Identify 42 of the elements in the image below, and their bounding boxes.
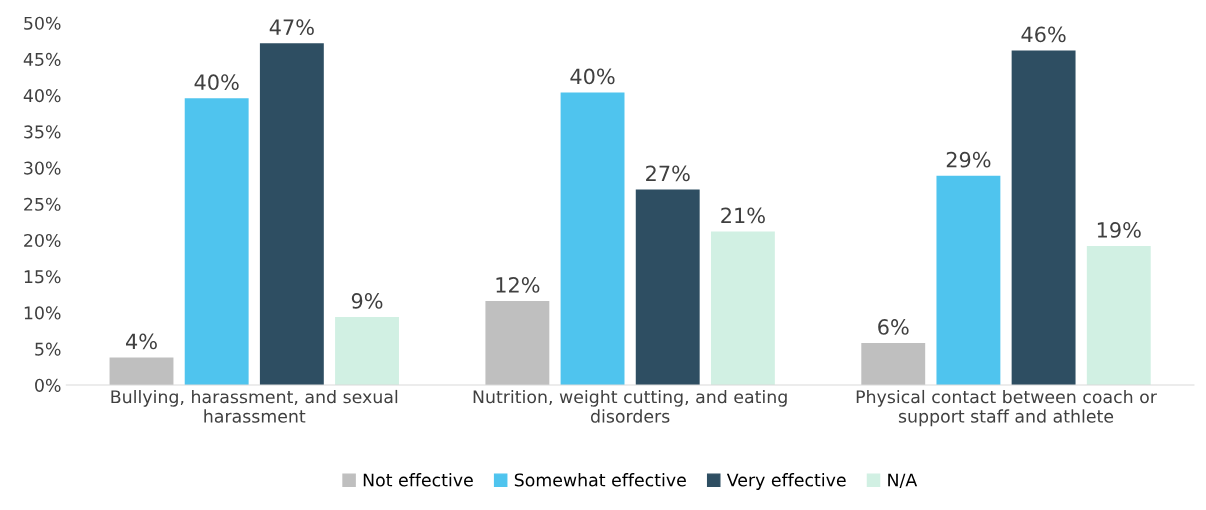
data-label: 4%: [126, 333, 157, 350]
bar: [184, 98, 249, 386]
bar: [560, 92, 625, 386]
bar: [259, 43, 324, 386]
data-label: 27%: [646, 165, 690, 182]
x-tick-label: Physical contact between coach or support staff and athlete: [856, 389, 1157, 427]
legend-label: Somewhat effective: [514, 473, 686, 487]
data-label: 9%: [351, 293, 383, 309]
data-label: 40%: [194, 74, 239, 91]
bar: [936, 175, 1001, 386]
y-tick-label: 50%: [24, 16, 61, 30]
y-tick-label: 25%: [24, 197, 61, 211]
bar: [1011, 50, 1076, 386]
y-tick-label: 35%: [24, 125, 61, 139]
y-tick-label: 10%: [24, 306, 61, 320]
legend-label: Very effective: [726, 473, 846, 490]
x-tick-label: Bullying, harassment, and sexual harassment: [111, 389, 398, 423]
data-label: 29%: [946, 151, 991, 168]
bar: [485, 301, 550, 386]
bar: [109, 357, 174, 386]
data-label: 12%: [496, 277, 540, 293]
y-tick-label: 5%: [35, 342, 61, 356]
bar: [710, 231, 775, 386]
y-tick-label: 15%: [24, 270, 61, 284]
bar: [1086, 246, 1151, 386]
bar: [635, 189, 700, 386]
data-label: 19%: [1097, 222, 1141, 238]
data-label: 40%: [570, 68, 615, 85]
legend-label: Not effective: [363, 473, 473, 487]
data-label: 21%: [721, 207, 765, 224]
x-tick-label: Nutrition, weight cutting, and eating disorders: [473, 389, 787, 423]
data-label: 47%: [269, 19, 314, 36]
bar: [335, 316, 399, 386]
y-tick-label: 30%: [24, 161, 61, 175]
bar: [861, 343, 926, 386]
data-label: 6%: [878, 319, 909, 335]
y-tick-label: 45%: [23, 52, 61, 66]
legend-label: N/A: [888, 473, 918, 488]
y-tick-label: 0%: [35, 378, 61, 392]
y-tick-label: 20%: [24, 233, 61, 248]
y-tick-label: 40%: [23, 89, 61, 103]
data-label: 46%: [1021, 26, 1066, 43]
